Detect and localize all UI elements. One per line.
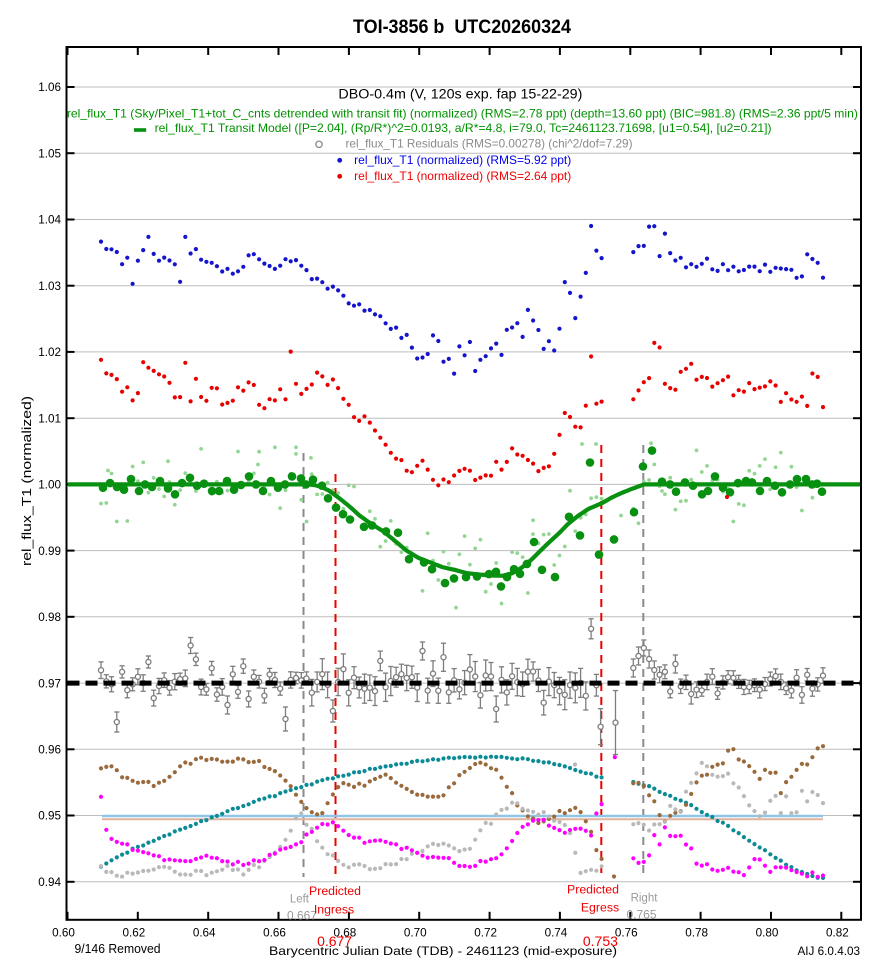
svg-text:0.60: 0.60 [52, 926, 75, 939]
svg-text:9/146 Removed: 9/146 Removed [75, 941, 161, 956]
svg-text:1.05: 1.05 [38, 147, 61, 160]
svg-text:1.04: 1.04 [38, 214, 61, 227]
svg-text:rel_flux_T1 (normalized) (RMS=: rel_flux_T1 (normalized) (RMS=2.64 ppt) [354, 169, 571, 183]
svg-text:0.66: 0.66 [263, 926, 286, 939]
svg-text:0.72: 0.72 [474, 926, 497, 939]
svg-text:0.95: 0.95 [38, 810, 61, 823]
svg-text:0.98: 0.98 [38, 611, 61, 624]
svg-text:1.06: 1.06 [38, 81, 61, 94]
svg-text:1.03: 1.03 [38, 280, 61, 293]
svg-text:Egress: Egress [581, 901, 619, 915]
svg-text:Predicted: Predicted [567, 883, 619, 897]
svg-text:rel_flux_T1 (normalized): rel_flux_T1 (normalized) [19, 396, 34, 566]
svg-text:0.99: 0.99 [38, 545, 61, 558]
svg-text:0.82: 0.82 [826, 926, 849, 939]
svg-text:rel_flux_T1 Residuals (RMS=0.0: rel_flux_T1 Residuals (RMS=0.00278) (chi… [346, 136, 633, 150]
svg-text:Right: Right [631, 893, 659, 905]
svg-text:0.62: 0.62 [122, 926, 145, 939]
svg-text:0.70: 0.70 [404, 926, 427, 939]
svg-text:0.80: 0.80 [756, 926, 779, 939]
svg-text:0.677: 0.677 [317, 933, 352, 949]
svg-text:DBO-0.4m (V, 120s exp. fap 15-: DBO-0.4m (V, 120s exp. fap 15-22-29) [338, 86, 582, 101]
svg-text:0.94: 0.94 [38, 876, 61, 889]
svg-text:1.01: 1.01 [38, 412, 61, 425]
svg-text:0.78: 0.78 [685, 926, 708, 939]
svg-text:1.00: 1.00 [38, 479, 61, 492]
svg-text:0.68: 0.68 [334, 926, 357, 939]
svg-text:Left: Left [290, 894, 310, 906]
svg-text:Predicted: Predicted [309, 884, 361, 898]
svg-text:0.765: 0.765 [626, 908, 656, 922]
svg-text:0.97: 0.97 [38, 677, 61, 690]
svg-text:rel_flux_T1 Transit Model ([P=: rel_flux_T1 Transit Model ([P=2.04], (Rp… [155, 121, 772, 135]
svg-text:rel_flux_T1 (Sky/Pixel_T1+tot_: rel_flux_T1 (Sky/Pixel_T1+tot_C_cnts det… [67, 106, 858, 120]
svg-text:Barycentric Julian Date (TDB): Barycentric Julian Date (TDB) - 2461123 … [269, 944, 617, 958]
svg-text:0.96: 0.96 [38, 744, 61, 757]
svg-text:AIJ 6.0.4.03: AIJ 6.0.4.03 [798, 945, 861, 958]
svg-text:0.753: 0.753 [583, 933, 618, 949]
svg-text:rel_flux_T1 (normalized) (RMS=: rel_flux_T1 (normalized) (RMS=5.92 ppt) [354, 153, 571, 167]
svg-text:0.667: 0.667 [287, 908, 317, 922]
svg-text:Ingress: Ingress [314, 903, 354, 917]
svg-text:0.76: 0.76 [615, 926, 638, 939]
svg-text:0.74: 0.74 [545, 926, 568, 939]
svg-text:1.02: 1.02 [38, 346, 61, 359]
svg-text:TOI-3856 b UTC20260324: TOI-3856 b UTC20260324 [353, 17, 571, 38]
svg-text:0.64: 0.64 [193, 926, 216, 939]
